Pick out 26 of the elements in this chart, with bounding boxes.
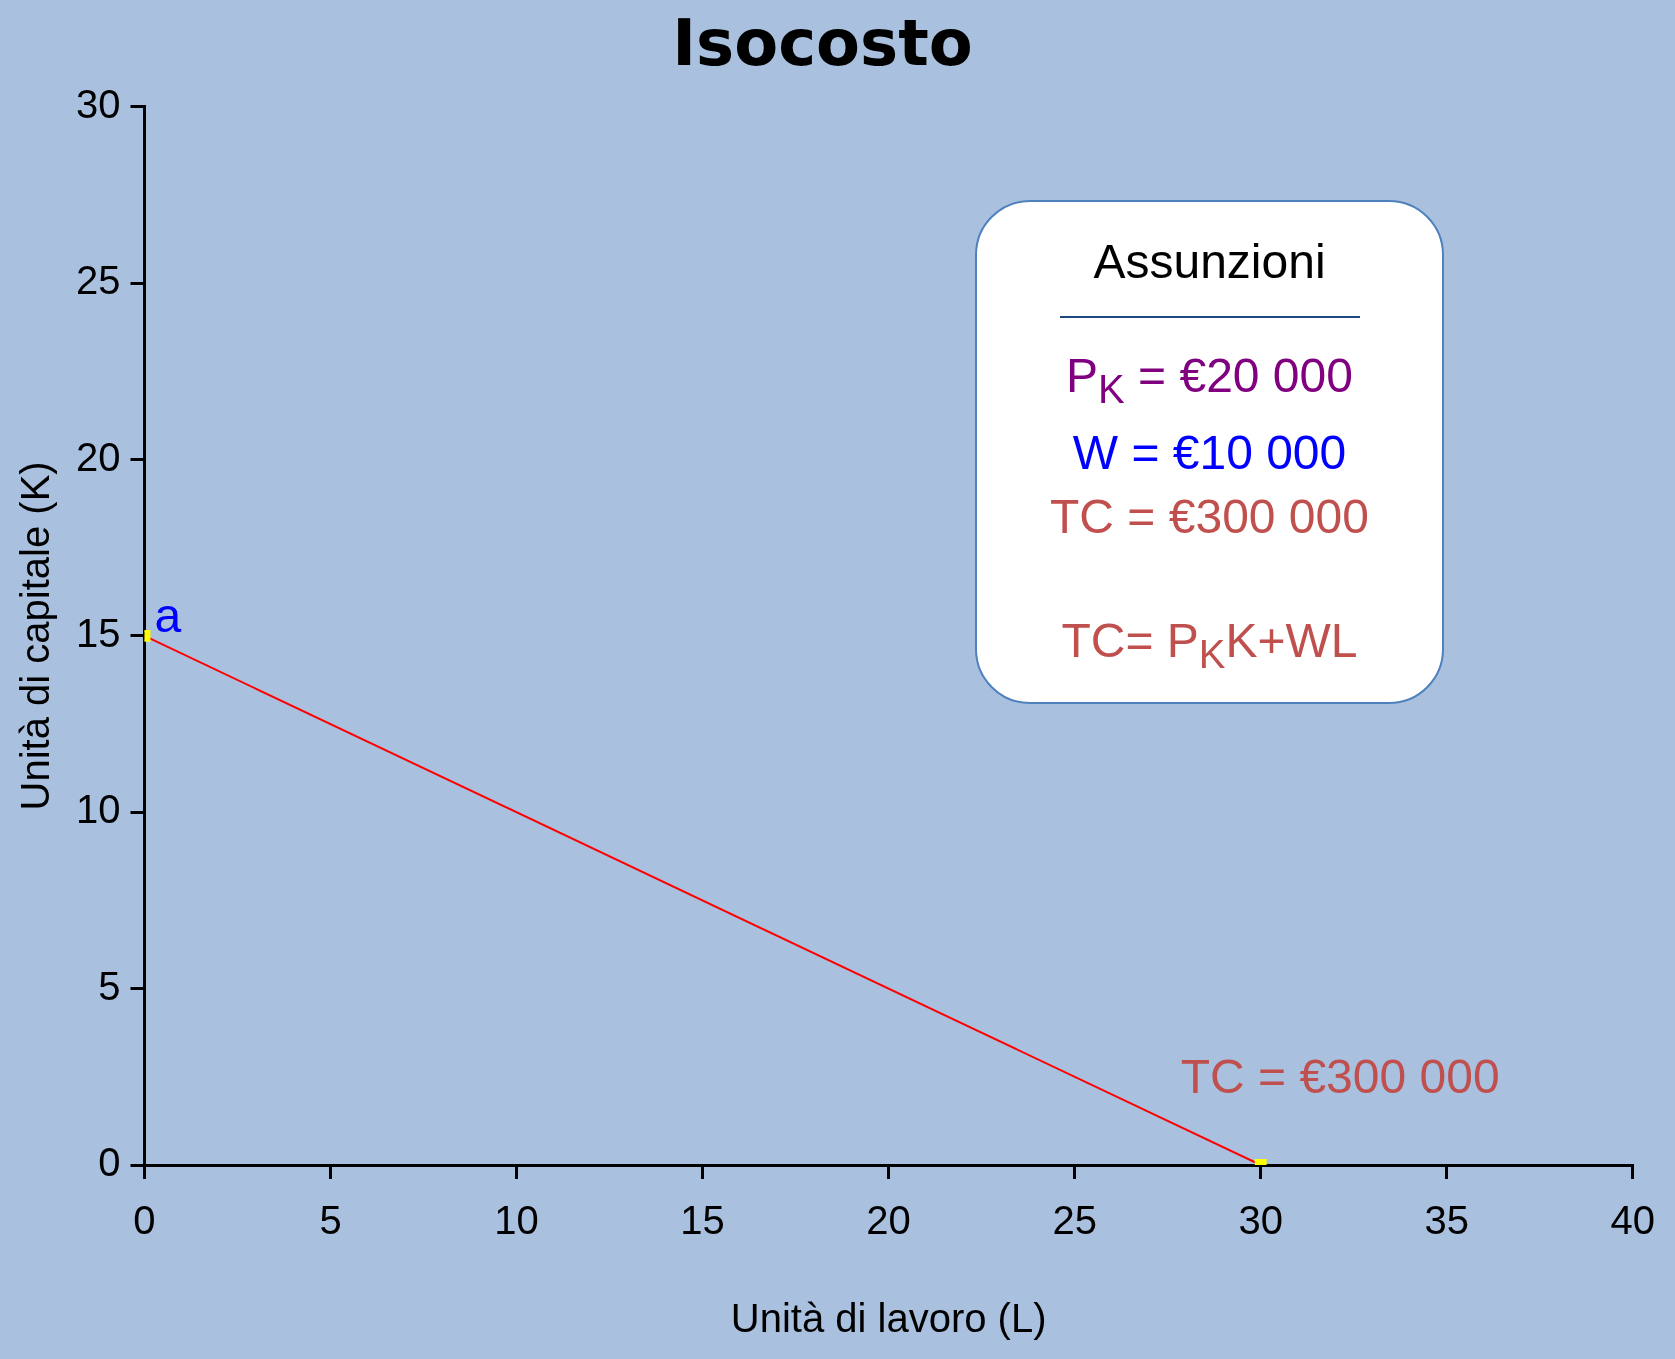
annotation: TC= P$_{K}$K+WL [1060, 612, 1359, 678]
y-axis-title: Unità di capitale (K) [13, 461, 58, 811]
y-tick-label: 5 [98, 963, 121, 1008]
annotation: Assunzioni [1092, 234, 1327, 290]
x-axis-title: Unità di lavoro (L) [730, 1296, 1047, 1341]
x-tick-label: 0 [133, 1198, 156, 1243]
chart-title: Isocosto [672, 6, 973, 81]
annotation: a [154, 588, 182, 642]
annotation: TC = €300 000 [1180, 1050, 1500, 1103]
x-tick-label: 5 [319, 1198, 342, 1243]
y-tick-label: 20 [75, 434, 121, 479]
y-tick-label: 10 [75, 787, 121, 832]
annotation: TC = €300 000 [1049, 488, 1370, 545]
x-tick-label: 20 [866, 1198, 911, 1243]
y-tick-label: 30 [75, 81, 121, 126]
y-tick-label: 0 [98, 1140, 121, 1185]
x-tick-label: 35 [1424, 1198, 1469, 1243]
x-tick-label: 10 [494, 1198, 539, 1243]
annotation: W = €10 000 [1071, 424, 1348, 481]
x-tick-label: 25 [1052, 1198, 1097, 1243]
x-tick-label: 40 [1610, 1198, 1655, 1243]
y-tick-label: 25 [75, 258, 121, 303]
x-tick-label: 15 [680, 1198, 725, 1243]
x-tick-label: 30 [1238, 1198, 1283, 1243]
y-tick-label: 15 [75, 610, 121, 655]
annotation: P$_{K}$ = €20 000 [1065, 348, 1354, 413]
